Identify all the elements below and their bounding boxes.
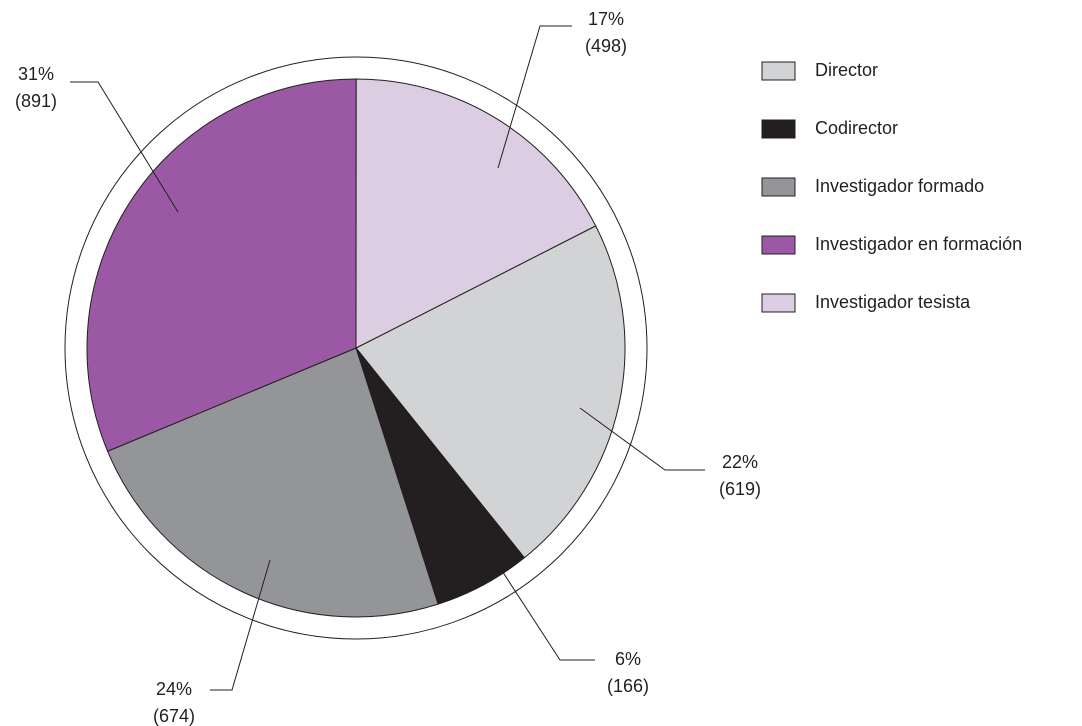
value-label: (619) bbox=[719, 479, 761, 499]
legend-label: Investigador tesista bbox=[815, 292, 971, 312]
pie-slice bbox=[86, 78, 357, 452]
legend-label: Investigador formado bbox=[815, 176, 984, 196]
legend-swatch bbox=[761, 293, 796, 313]
leader-line bbox=[70, 81, 179, 213]
pie-slice bbox=[106, 347, 439, 618]
legend-label: Director bbox=[815, 60, 878, 80]
legend-swatch bbox=[761, 177, 796, 197]
legend-swatch bbox=[761, 61, 796, 81]
percent-label: 31% bbox=[18, 64, 54, 84]
leader-line bbox=[479, 536, 595, 661]
leader-line bbox=[210, 559, 271, 691]
value-label: (674) bbox=[153, 706, 195, 726]
leader-line bbox=[579, 407, 705, 471]
percent-label: 22% bbox=[722, 452, 758, 472]
value-label: (166) bbox=[607, 676, 649, 696]
legend-label: Investigador en formación bbox=[815, 234, 1022, 254]
legend-swatch bbox=[761, 119, 796, 139]
percent-label: 6% bbox=[615, 649, 641, 669]
pie-slice bbox=[355, 78, 597, 349]
percent-label: 17% bbox=[588, 9, 624, 29]
percent-label: 24% bbox=[156, 679, 192, 699]
value-label: (498) bbox=[585, 36, 627, 56]
pie-slice bbox=[355, 225, 626, 559]
value-label: (891) bbox=[15, 91, 57, 111]
legend-swatch bbox=[761, 235, 796, 255]
outer-ring bbox=[64, 56, 648, 640]
legend-label: Codirector bbox=[815, 118, 898, 138]
leader-line bbox=[497, 25, 572, 169]
